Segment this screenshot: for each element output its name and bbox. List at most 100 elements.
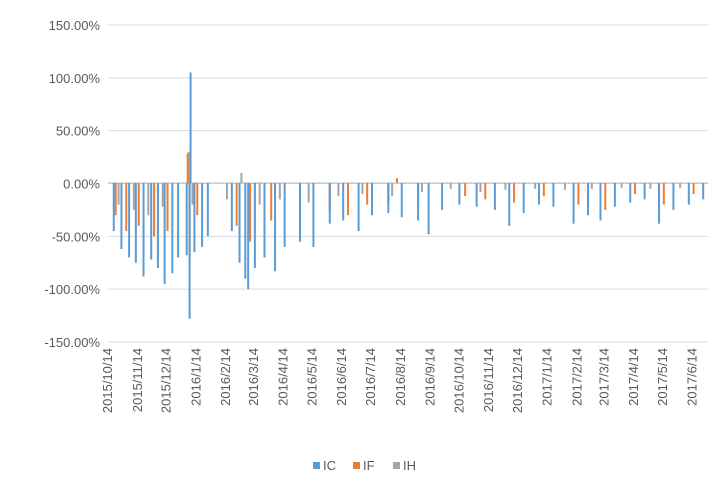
bar-if bbox=[347, 183, 349, 216]
legend: IC IF IH bbox=[313, 458, 416, 473]
legend-swatch-ih bbox=[393, 462, 400, 469]
bar-ic bbox=[230, 183, 233, 232]
bar-ic bbox=[658, 183, 661, 224]
bar-ic bbox=[702, 183, 705, 200]
x-tick-label: 2017/6/14 bbox=[685, 348, 700, 406]
bar-ic bbox=[508, 183, 511, 226]
bar-ic bbox=[522, 183, 525, 214]
bar-if bbox=[634, 183, 637, 195]
bar-if bbox=[270, 183, 273, 221]
x-tick-label: 2017/2/14 bbox=[569, 348, 584, 406]
bar-ic bbox=[247, 183, 250, 290]
bar-ic bbox=[171, 183, 174, 274]
bar-ic bbox=[188, 183, 191, 319]
bar-ic bbox=[342, 183, 345, 221]
bar-ic bbox=[201, 183, 204, 247]
x-tick-label: 2016/12/14 bbox=[510, 348, 525, 413]
bar-ic bbox=[643, 183, 646, 200]
bar-ih bbox=[420, 183, 423, 192]
x-tick-label: 2015/10/14 bbox=[100, 348, 115, 413]
x-tick-label: 2016/7/14 bbox=[363, 348, 378, 406]
bar-ic bbox=[417, 183, 420, 221]
legend-label-ic: IC bbox=[323, 458, 336, 473]
bar-ic bbox=[120, 183, 123, 250]
bar-ih bbox=[147, 183, 150, 216]
bar-ic bbox=[128, 183, 131, 258]
x-tick-label: 2017/1/14 bbox=[540, 348, 555, 406]
bar-ih bbox=[563, 183, 566, 190]
bar-ic bbox=[299, 183, 301, 242]
y-tick-label: -50.00% bbox=[52, 229, 101, 244]
x-tick-label: 2015/12/14 bbox=[159, 348, 174, 413]
bar-ih bbox=[191, 183, 194, 205]
x-tick-label: 2016/8/14 bbox=[393, 348, 408, 406]
y-tick-label: 100.00% bbox=[49, 71, 101, 86]
bar-if bbox=[249, 183, 252, 242]
bar-ic bbox=[357, 183, 360, 232]
bar-if bbox=[186, 153, 189, 183]
x-tick-label: 2015/11/14 bbox=[130, 348, 145, 412]
bar-ic bbox=[274, 183, 277, 272]
x-tick-label: 2016/9/14 bbox=[423, 348, 438, 406]
bar-ic bbox=[400, 183, 403, 218]
bar-if bbox=[464, 183, 467, 197]
bar-ih bbox=[479, 183, 482, 192]
legend-swatch-ic bbox=[313, 462, 320, 469]
bar-ih bbox=[391, 183, 394, 197]
bar-ic bbox=[387, 183, 390, 214]
y-axis: 150.00% 100.00% 50.00% 0.00% -50.00% -100.00%… bbox=[44, 18, 100, 350]
y-tick-label: -100.00% bbox=[44, 282, 100, 297]
y-tick-label: -150.00% bbox=[44, 335, 100, 350]
bar-ih bbox=[307, 183, 310, 203]
bar-ih bbox=[649, 183, 652, 189]
bar-if bbox=[196, 183, 199, 216]
bar-if bbox=[542, 183, 545, 197]
bar-ic bbox=[177, 183, 180, 258]
bar-ic bbox=[283, 183, 286, 247]
bar-if bbox=[692, 183, 695, 195]
bar-ih bbox=[278, 183, 281, 200]
bar-ih bbox=[117, 183, 120, 205]
bar-if bbox=[662, 183, 665, 205]
legend-label-if: IF bbox=[363, 458, 375, 473]
bar-ih bbox=[361, 183, 364, 195]
bar-ih bbox=[337, 183, 340, 197]
bar-ic bbox=[206, 183, 209, 237]
legend-swatch-if bbox=[353, 462, 360, 469]
bar-ih bbox=[504, 183, 507, 190]
bar-if bbox=[577, 183, 580, 205]
bar-if bbox=[137, 183, 140, 226]
x-tick-label: 2016/3/14 bbox=[246, 348, 261, 406]
x-tick-label: 2017/5/14 bbox=[655, 348, 670, 406]
bar-if bbox=[604, 183, 607, 210]
x-tick-label: 2016/1/14 bbox=[188, 348, 203, 406]
bar-if bbox=[395, 178, 398, 183]
bar-ic bbox=[475, 183, 478, 207]
bar-ih bbox=[132, 183, 135, 210]
bar-ic bbox=[458, 183, 461, 205]
bar-ih bbox=[590, 183, 593, 189]
x-tick-label: 2016/10/14 bbox=[451, 348, 466, 413]
bar-ih bbox=[258, 183, 261, 205]
bar-if bbox=[235, 183, 238, 226]
bar-ic bbox=[493, 183, 496, 210]
bar-ic bbox=[572, 183, 575, 224]
bar-ih bbox=[240, 172, 243, 183]
bar-ic bbox=[538, 183, 541, 205]
bars bbox=[112, 72, 705, 319]
bar-ic bbox=[687, 183, 690, 205]
bar-ih bbox=[534, 183, 537, 189]
x-tick-label: 2016/5/14 bbox=[304, 348, 319, 406]
bar-ic bbox=[328, 183, 331, 224]
bar-ic bbox=[599, 183, 602, 221]
y-tick-label: 150.00% bbox=[49, 18, 101, 33]
bar-if bbox=[125, 183, 128, 232]
x-tick-label: 2017/4/14 bbox=[626, 348, 641, 406]
bar-ic bbox=[552, 183, 555, 207]
bar-ic bbox=[150, 183, 153, 260]
bar-ic bbox=[253, 183, 256, 269]
legend-label-ih: IH bbox=[403, 458, 416, 473]
x-axis: 2015/10/14 2015/11/14 2015/12/14 2016/1/14 2… bbox=[100, 348, 700, 413]
bar-ic bbox=[134, 183, 137, 263]
